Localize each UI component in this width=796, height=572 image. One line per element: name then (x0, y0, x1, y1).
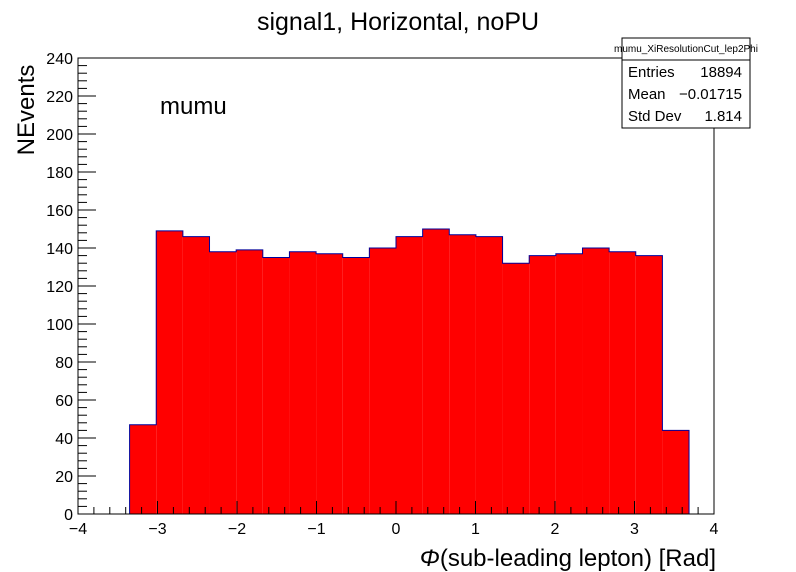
y-tick-label: 200 (46, 127, 73, 144)
x-tick-label: 2 (551, 521, 560, 538)
y-tick-label: 140 (46, 241, 73, 258)
stats-histogram-name: mumu_XiResolutionCut_lep2Phi (614, 44, 758, 55)
histogram-bar (369, 248, 396, 514)
stats-box-frame (621, 37, 751, 129)
histogram-bar (209, 251, 237, 515)
chart-title: signal1, Horizontal, noPU (257, 8, 539, 36)
x-tick-label: 1 (471, 521, 480, 538)
y-tick-label: 80 (55, 355, 73, 372)
x-tick-label: −2 (228, 521, 246, 538)
stats-entries-label: Entries (628, 64, 675, 81)
histogram-bar (422, 229, 450, 514)
histogram-bar (129, 424, 157, 514)
x-tick-label: −3 (148, 521, 166, 538)
histogram-bar (449, 234, 476, 514)
y-tick-label: 240 (46, 51, 73, 68)
histogram-bar (156, 230, 183, 514)
histogram-bar (236, 249, 263, 514)
stats-stddev-value: 1.814 (704, 108, 742, 125)
stats-mean-label: Mean (628, 86, 666, 103)
stats-mean-value: −0.01715 (679, 86, 742, 103)
x-tick-label: 4 (710, 521, 719, 538)
y-axis-title: NEvents (13, 65, 40, 156)
y-tick-label: 100 (46, 317, 73, 334)
y-tick-label: 120 (46, 279, 73, 296)
bars-group (129, 228, 690, 515)
x-tick-label: −4 (69, 521, 87, 538)
plot-frame (77, 57, 715, 515)
x-axis-title: Φ(sub-leading lepton) [Rad] (420, 545, 716, 572)
histogram-bar (289, 251, 317, 515)
histogram-bar (502, 263, 530, 514)
histogram-bar (609, 251, 636, 515)
histogram-bar (182, 236, 210, 514)
y-tick-label: 220 (46, 89, 73, 106)
stats-stddev-label: Std Dev (628, 108, 682, 125)
x-axis-title-text: (sub-leading lepton) [Rad] (440, 545, 716, 572)
y-tick-label: 0 (64, 507, 73, 524)
histogram-bar (555, 253, 583, 514)
histogram-bar (475, 236, 503, 514)
stats-entries-value: 18894 (700, 64, 742, 81)
histogram-bar (635, 255, 663, 514)
histogram-outline (129, 228, 690, 514)
histogram-bar (342, 257, 370, 514)
y-tick-label: 60 (55, 393, 73, 410)
x-tick-label: 0 (392, 521, 401, 538)
histogram-bar (662, 430, 690, 514)
channel-annotation: mumu (160, 93, 227, 120)
histogram-bar (316, 253, 343, 514)
y-tick-label: 40 (55, 431, 73, 448)
y-tick-label: 20 (55, 469, 73, 486)
axes-group: −4 −3 −2 −1 0 1 2 3 4020406080100120140160180200… (46, 51, 718, 538)
y-tick-label: 160 (46, 203, 73, 220)
histogram-bar (262, 257, 290, 514)
y-tick-label: 180 (46, 165, 73, 182)
histogram-bar (582, 248, 610, 514)
stats-box: mumu_XiResolutionCut_lep2Phi Entries 188… (614, 37, 758, 129)
histogram-bar (529, 255, 556, 514)
x-axis-title-symbol: Φ (420, 545, 440, 572)
x-tick-label: 3 (630, 521, 639, 538)
x-tick-label: −1 (307, 521, 325, 538)
histogram-bar (396, 236, 423, 514)
